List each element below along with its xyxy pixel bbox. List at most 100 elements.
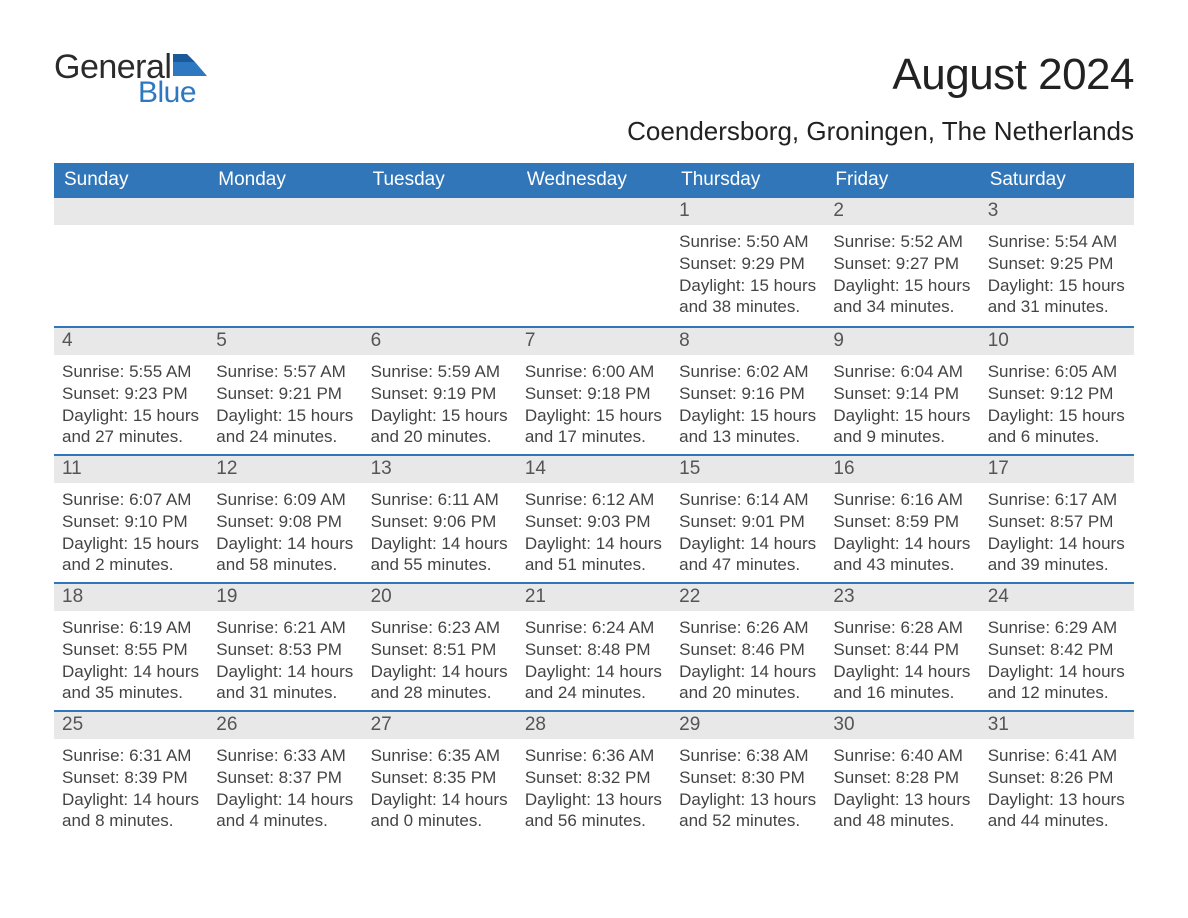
- calendar-day: 19Sunrise: 6:21 AMSunset: 8:53 PMDayligh…: [208, 584, 362, 710]
- sunrise-text: Sunrise: 6:09 AM: [216, 489, 354, 511]
- daylight-text: Daylight: 13 hours and 44 minutes.: [988, 789, 1126, 833]
- day-number: 18: [54, 584, 208, 611]
- calendar-day: [363, 198, 517, 326]
- day-details: Sunrise: 6:00 AMSunset: 9:18 PMDaylight:…: [517, 355, 671, 452]
- sunset-text: Sunset: 8:30 PM: [679, 767, 817, 789]
- calendar-day: 3Sunrise: 5:54 AMSunset: 9:25 PMDaylight…: [980, 198, 1134, 326]
- sunrise-text: Sunrise: 6:40 AM: [833, 745, 971, 767]
- sunrise-text: Sunrise: 6:41 AM: [988, 745, 1126, 767]
- sunset-text: Sunset: 9:23 PM: [62, 383, 200, 405]
- sunrise-text: Sunrise: 6:04 AM: [833, 361, 971, 383]
- sunset-text: Sunset: 8:32 PM: [525, 767, 663, 789]
- day-details: Sunrise: 6:19 AMSunset: 8:55 PMDaylight:…: [54, 611, 208, 708]
- daylight-text: Daylight: 15 hours and 17 minutes.: [525, 405, 663, 449]
- sunset-text: Sunset: 8:42 PM: [988, 639, 1126, 661]
- daylight-text: Daylight: 14 hours and 55 minutes.: [371, 533, 509, 577]
- daylight-text: Daylight: 14 hours and 51 minutes.: [525, 533, 663, 577]
- day-number: 19: [208, 584, 362, 611]
- logo: General Blue: [54, 50, 207, 108]
- location-text: Coendersborg, Groningen, The Netherlands: [627, 116, 1134, 147]
- sunrise-text: Sunrise: 6:02 AM: [679, 361, 817, 383]
- daylight-text: Daylight: 14 hours and 43 minutes.: [833, 533, 971, 577]
- calendar-week: 18Sunrise: 6:19 AMSunset: 8:55 PMDayligh…: [54, 582, 1134, 710]
- sunset-text: Sunset: 9:27 PM: [833, 253, 971, 275]
- day-details: Sunrise: 5:55 AMSunset: 9:23 PMDaylight:…: [54, 355, 208, 452]
- day-details: Sunrise: 6:24 AMSunset: 8:48 PMDaylight:…: [517, 611, 671, 708]
- sunset-text: Sunset: 9:12 PM: [988, 383, 1126, 405]
- weekday-header: Monday: [208, 163, 362, 198]
- calendar-day: 18Sunrise: 6:19 AMSunset: 8:55 PMDayligh…: [54, 584, 208, 710]
- calendar-day: 2Sunrise: 5:52 AMSunset: 9:27 PMDaylight…: [825, 198, 979, 326]
- sunrise-text: Sunrise: 6:29 AM: [988, 617, 1126, 639]
- sunrise-text: Sunrise: 6:00 AM: [525, 361, 663, 383]
- sunrise-text: Sunrise: 5:55 AM: [62, 361, 200, 383]
- day-number: 30: [825, 712, 979, 739]
- daylight-text: Daylight: 14 hours and 31 minutes.: [216, 661, 354, 705]
- sunrise-text: Sunrise: 5:50 AM: [679, 231, 817, 253]
- calendar-day: 10Sunrise: 6:05 AMSunset: 9:12 PMDayligh…: [980, 328, 1134, 454]
- sunrise-text: Sunrise: 6:11 AM: [371, 489, 509, 511]
- day-details: Sunrise: 6:16 AMSunset: 8:59 PMDaylight:…: [825, 483, 979, 580]
- day-details: Sunrise: 6:36 AMSunset: 8:32 PMDaylight:…: [517, 739, 671, 836]
- day-number: 22: [671, 584, 825, 611]
- sunset-text: Sunset: 8:48 PM: [525, 639, 663, 661]
- sunrise-text: Sunrise: 6:31 AM: [62, 745, 200, 767]
- calendar-day: [208, 198, 362, 326]
- sunrise-text: Sunrise: 6:17 AM: [988, 489, 1126, 511]
- daylight-text: Daylight: 14 hours and 20 minutes.: [679, 661, 817, 705]
- daylight-text: Daylight: 15 hours and 24 minutes.: [216, 405, 354, 449]
- sunrise-text: Sunrise: 6:12 AM: [525, 489, 663, 511]
- calendar-day: 12Sunrise: 6:09 AMSunset: 9:08 PMDayligh…: [208, 456, 362, 582]
- day-number: [363, 198, 517, 225]
- calendar-day: 8Sunrise: 6:02 AMSunset: 9:16 PMDaylight…: [671, 328, 825, 454]
- daylight-text: Daylight: 14 hours and 24 minutes.: [525, 661, 663, 705]
- day-details: Sunrise: 5:50 AMSunset: 9:29 PMDaylight:…: [671, 225, 825, 322]
- day-number: 10: [980, 328, 1134, 355]
- sunset-text: Sunset: 8:35 PM: [371, 767, 509, 789]
- calendar-day: 25Sunrise: 6:31 AMSunset: 8:39 PMDayligh…: [54, 712, 208, 838]
- weekday-header: Tuesday: [363, 163, 517, 198]
- daylight-text: Daylight: 14 hours and 0 minutes.: [371, 789, 509, 833]
- daylight-text: Daylight: 14 hours and 58 minutes.: [216, 533, 354, 577]
- day-number: 12: [208, 456, 362, 483]
- sunset-text: Sunset: 9:29 PM: [679, 253, 817, 275]
- day-number: 11: [54, 456, 208, 483]
- sunset-text: Sunset: 9:01 PM: [679, 511, 817, 533]
- calendar-day: 1Sunrise: 5:50 AMSunset: 9:29 PMDaylight…: [671, 198, 825, 326]
- daylight-text: Daylight: 13 hours and 52 minutes.: [679, 789, 817, 833]
- daylight-text: Daylight: 14 hours and 39 minutes.: [988, 533, 1126, 577]
- day-number: 26: [208, 712, 362, 739]
- calendar-day: 30Sunrise: 6:40 AMSunset: 8:28 PMDayligh…: [825, 712, 979, 838]
- day-number: 1: [671, 198, 825, 225]
- sunrise-text: Sunrise: 6:35 AM: [371, 745, 509, 767]
- title-block: August 2024 Coendersborg, Groningen, The…: [627, 50, 1134, 157]
- day-number: 6: [363, 328, 517, 355]
- sunrise-text: Sunrise: 5:57 AM: [216, 361, 354, 383]
- calendar-day: 15Sunrise: 6:14 AMSunset: 9:01 PMDayligh…: [671, 456, 825, 582]
- day-details: Sunrise: 6:11 AMSunset: 9:06 PMDaylight:…: [363, 483, 517, 580]
- day-details: Sunrise: 6:38 AMSunset: 8:30 PMDaylight:…: [671, 739, 825, 836]
- calendar-day: 27Sunrise: 6:35 AMSunset: 8:35 PMDayligh…: [363, 712, 517, 838]
- calendar-weeks: 1Sunrise: 5:50 AMSunset: 9:29 PMDaylight…: [54, 198, 1134, 838]
- day-number: 17: [980, 456, 1134, 483]
- sunrise-text: Sunrise: 5:52 AM: [833, 231, 971, 253]
- month-title: August 2024: [627, 50, 1134, 100]
- calendar-day: 24Sunrise: 6:29 AMSunset: 8:42 PMDayligh…: [980, 584, 1134, 710]
- daylight-text: Daylight: 13 hours and 56 minutes.: [525, 789, 663, 833]
- calendar-week: 11Sunrise: 6:07 AMSunset: 9:10 PMDayligh…: [54, 454, 1134, 582]
- calendar: SundayMondayTuesdayWednesdayThursdayFrid…: [54, 163, 1134, 838]
- day-details: Sunrise: 5:52 AMSunset: 9:27 PMDaylight:…: [825, 225, 979, 322]
- day-details: Sunrise: 6:14 AMSunset: 9:01 PMDaylight:…: [671, 483, 825, 580]
- day-number: 8: [671, 328, 825, 355]
- day-number: 28: [517, 712, 671, 739]
- sunrise-text: Sunrise: 6:24 AM: [525, 617, 663, 639]
- sunrise-text: Sunrise: 5:54 AM: [988, 231, 1126, 253]
- weekday-header: Wednesday: [517, 163, 671, 198]
- calendar-day: 14Sunrise: 6:12 AMSunset: 9:03 PMDayligh…: [517, 456, 671, 582]
- day-details: Sunrise: 5:54 AMSunset: 9:25 PMDaylight:…: [980, 225, 1134, 322]
- day-details: Sunrise: 6:02 AMSunset: 9:16 PMDaylight:…: [671, 355, 825, 452]
- day-number: 3: [980, 198, 1134, 225]
- day-details: Sunrise: 6:23 AMSunset: 8:51 PMDaylight:…: [363, 611, 517, 708]
- daylight-text: Daylight: 15 hours and 27 minutes.: [62, 405, 200, 449]
- day-details: Sunrise: 5:59 AMSunset: 9:19 PMDaylight:…: [363, 355, 517, 452]
